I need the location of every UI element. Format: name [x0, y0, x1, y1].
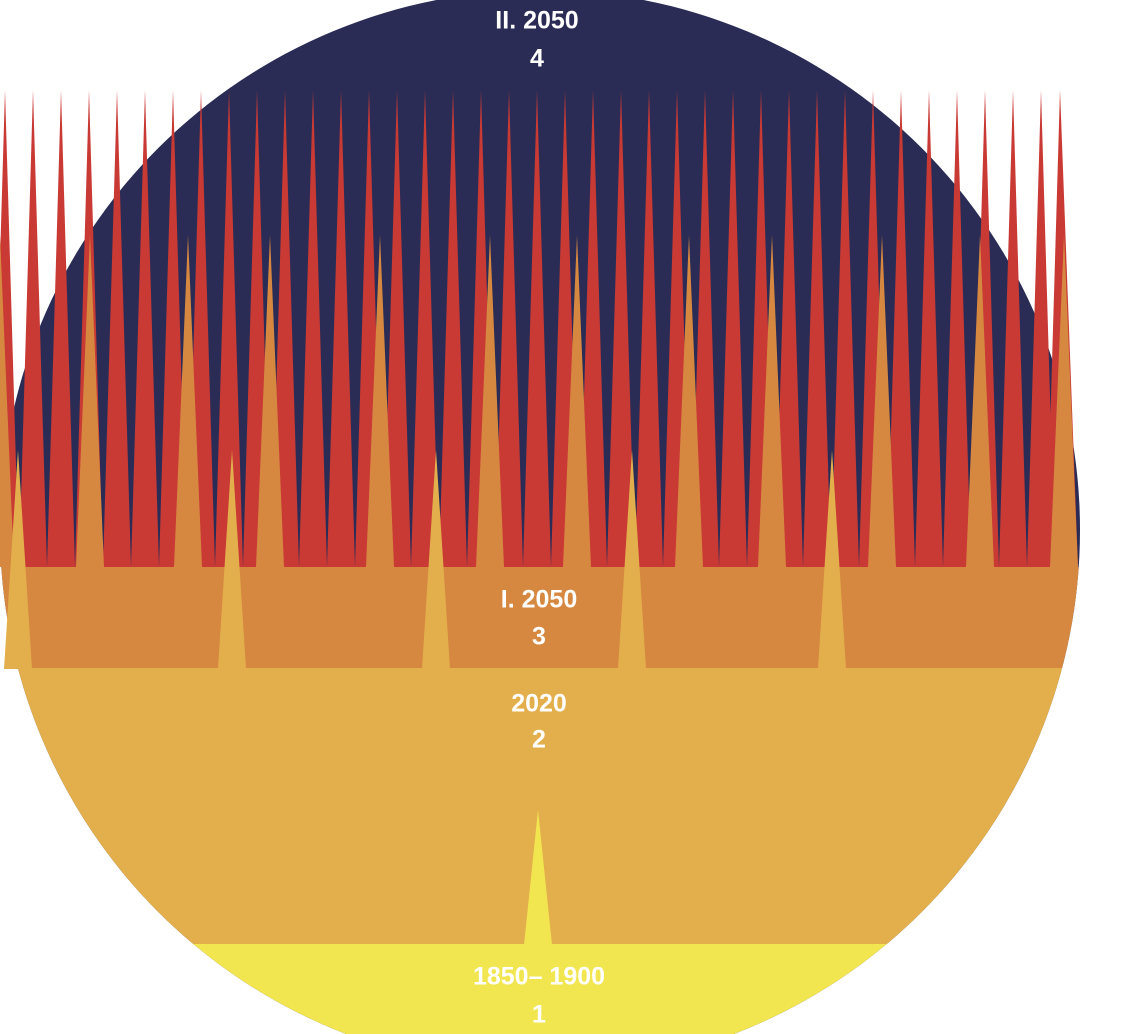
red-spike — [131, 90, 159, 567]
orange-spike — [0, 235, 14, 567]
orange-spike — [476, 235, 504, 567]
level-number: 1 — [532, 1001, 546, 1029]
red-spike — [831, 90, 859, 567]
red-spike — [327, 90, 355, 567]
red-spike — [803, 90, 831, 567]
red-spike — [523, 90, 551, 567]
orange-spike — [366, 235, 394, 567]
yellow-spike — [524, 810, 552, 945]
red-spike — [439, 90, 467, 567]
orange-spike — [758, 235, 786, 567]
gold-spike — [218, 450, 246, 669]
orange-spike — [1050, 235, 1078, 567]
orange-spike — [76, 235, 104, 567]
level-number: 4 — [530, 45, 544, 73]
gold-spike — [4, 450, 32, 669]
red-spike — [1027, 90, 1055, 567]
orange-spike — [868, 235, 896, 567]
red-spike — [999, 90, 1027, 567]
red-spike — [887, 90, 915, 567]
red-spike — [19, 90, 47, 567]
lower-spikes — [4, 450, 846, 945]
level-number: 3 — [532, 623, 546, 651]
spike-layers — [0, 90, 1078, 567]
red-spike — [943, 90, 971, 567]
period-label: 1850– 1900 — [473, 963, 605, 991]
red-spike — [719, 90, 747, 567]
red-spike — [215, 90, 243, 567]
red-spike — [383, 90, 411, 567]
red-spike — [103, 90, 131, 567]
red-spike — [691, 90, 719, 567]
period-label: 2020 — [511, 690, 567, 718]
gold-spike — [422, 450, 450, 669]
gold-spike — [618, 450, 646, 669]
band-3 — [0, 567, 1080, 669]
orange-spike — [256, 235, 284, 567]
orange-spike — [675, 235, 703, 567]
red-spike — [775, 90, 803, 567]
red-spike — [411, 90, 439, 567]
red-spike — [579, 90, 607, 567]
period-label: II. 2050 — [495, 7, 578, 35]
level-number: 2 — [532, 726, 546, 754]
red-spike — [607, 90, 635, 567]
orange-spike — [563, 235, 591, 567]
red-spike — [915, 90, 943, 567]
red-spike — [495, 90, 523, 567]
gold-spike — [818, 450, 846, 669]
red-spike — [635, 90, 663, 567]
orange-spike — [966, 235, 994, 567]
red-spike — [299, 90, 327, 567]
red-spike — [47, 90, 75, 567]
period-label: I. 2050 — [501, 586, 577, 614]
orange-spike — [174, 235, 202, 567]
